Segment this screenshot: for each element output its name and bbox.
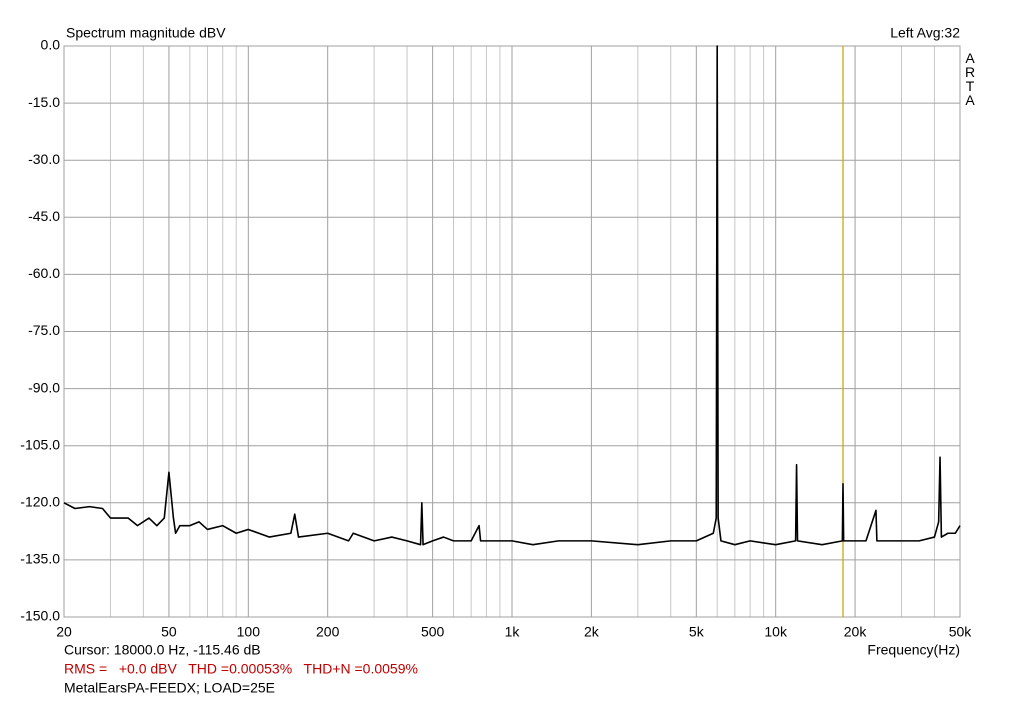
x-tick-label: 500: [421, 624, 445, 640]
chart-title: Spectrum magnitude dBV: [66, 25, 226, 41]
x-tick-label: 20: [56, 624, 72, 640]
y-tick-label: -75.0: [28, 322, 60, 338]
x-tick-label: 10k: [764, 624, 788, 640]
x-tick-label: 2k: [584, 624, 600, 640]
x-tick-label: 20k: [844, 624, 868, 640]
y-tick-label: -105.0: [20, 436, 60, 452]
y-tick-label: -30.0: [28, 151, 60, 167]
y-tick-label: -90.0: [28, 379, 60, 395]
x-tick-label: 50k: [949, 624, 973, 640]
measurement: RMS = +0.0 dBV THD =0.00053% THD+N =0.00…: [64, 661, 418, 677]
x-tick-label: 1k: [505, 624, 521, 640]
y-tick-label: 0.0: [41, 37, 61, 53]
y-tick-label: -150.0: [20, 608, 60, 624]
x-tick-label: 200: [316, 624, 340, 640]
brand: ARTA: [962, 50, 978, 106]
y-tick-label: -120.0: [20, 494, 60, 510]
x-tick-label: 5k: [689, 624, 705, 640]
footer: MetalEarsPA-FEEDX; LOAD=25E: [64, 680, 275, 696]
x-tick-label: 50: [161, 624, 177, 640]
spectrum-line: [63, 45, 961, 546]
y-tick-label: -45.0: [28, 208, 60, 224]
x-tick-label: 100: [237, 624, 261, 640]
cursor-readout: Cursor: 18000.0 Hz, -115.46 dB: [64, 642, 261, 658]
x-axis-label: Frequency(Hz): [867, 642, 960, 658]
status: Left Avg:32: [890, 25, 960, 41]
y-tick-label: -60.0: [28, 265, 60, 281]
y-tick-label: -15.0: [28, 94, 60, 110]
y-tick-label: -135.0: [20, 551, 60, 567]
